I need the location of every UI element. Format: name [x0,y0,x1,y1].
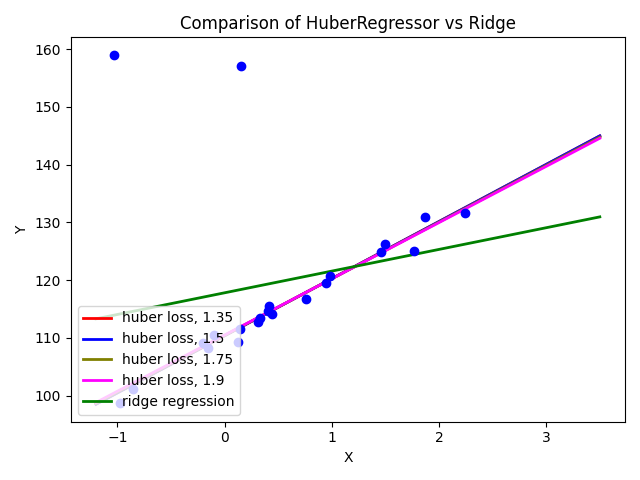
huber loss, 1.35 [556,155,563,160]
X-axis label: X: X [343,451,353,465]
huber loss, 1.5 [556,155,563,160]
huber loss, 1.35 [352,263,360,269]
Point [321,279,332,287]
Point [109,51,119,59]
ridge regression [92,316,100,322]
huber loss, 1.9 [189,349,196,355]
Point [267,311,277,318]
Point [236,62,246,70]
huber loss, 1.9 [596,135,604,141]
huber loss, 1.35 [92,401,100,407]
Point [301,295,311,303]
ridge regression [209,292,217,298]
ridge regression [596,214,604,220]
ridge regression [570,219,578,225]
Point [376,248,386,255]
Line: huber loss, 1.35: huber loss, 1.35 [96,136,600,404]
Point [264,302,274,310]
Point [420,213,430,221]
Point [255,314,266,322]
huber loss, 1.35 [392,241,400,247]
huber loss, 1.5 [209,339,217,345]
Y-axis label: Y: Y [15,225,29,234]
ridge regression [556,222,563,228]
Point [235,325,245,333]
huber loss, 1.75 [352,264,360,269]
Point [262,307,273,315]
huber loss, 1.35 [189,350,196,356]
ridge regression [189,296,196,302]
huber loss, 1.35 [570,146,578,152]
Point [253,318,263,326]
huber loss, 1.5 [189,350,196,356]
ridge regression [392,255,400,261]
Line: huber loss, 1.75: huber loss, 1.75 [96,137,600,403]
Point [232,338,243,346]
huber loss, 1.75 [392,242,400,248]
Title: Comparison of HuberRegressor vs Ridge: Comparison of HuberRegressor vs Ridge [180,15,516,33]
huber loss, 1.5 [352,263,360,269]
huber loss, 1.75 [596,134,604,140]
Point [209,331,219,339]
Line: ridge regression: ridge regression [96,217,600,319]
huber loss, 1.9 [570,149,578,155]
huber loss, 1.75 [570,148,578,154]
huber loss, 1.9 [352,264,360,269]
huber loss, 1.9 [92,400,100,406]
huber loss, 1.75 [209,339,217,345]
huber loss, 1.5 [92,401,100,407]
Point [204,344,214,351]
Point [380,240,390,248]
huber loss, 1.35 [209,339,217,345]
huber loss, 1.9 [209,338,217,344]
huber loss, 1.5 [392,241,400,247]
Point [198,339,208,347]
huber loss, 1.9 [392,242,400,248]
huber loss, 1.75 [189,349,196,355]
Point [128,385,138,393]
huber loss, 1.75 [556,156,563,161]
huber loss, 1.5 [570,146,578,152]
Line: huber loss, 1.9: huber loss, 1.9 [96,138,600,403]
Point [324,273,335,280]
Point [408,247,419,254]
Legend: huber loss, 1.35, huber loss, 1.5, huber loss, 1.75, huber loss, 1.9, ridge regr: huber loss, 1.35, huber loss, 1.5, huber… [77,306,240,415]
ridge regression [352,264,360,269]
huber loss, 1.9 [556,157,563,163]
Line: huber loss, 1.5: huber loss, 1.5 [96,136,600,404]
huber loss, 1.75 [92,400,100,406]
Point [115,399,125,407]
huber loss, 1.5 [596,133,604,139]
Point [460,209,470,216]
huber loss, 1.35 [596,133,604,139]
